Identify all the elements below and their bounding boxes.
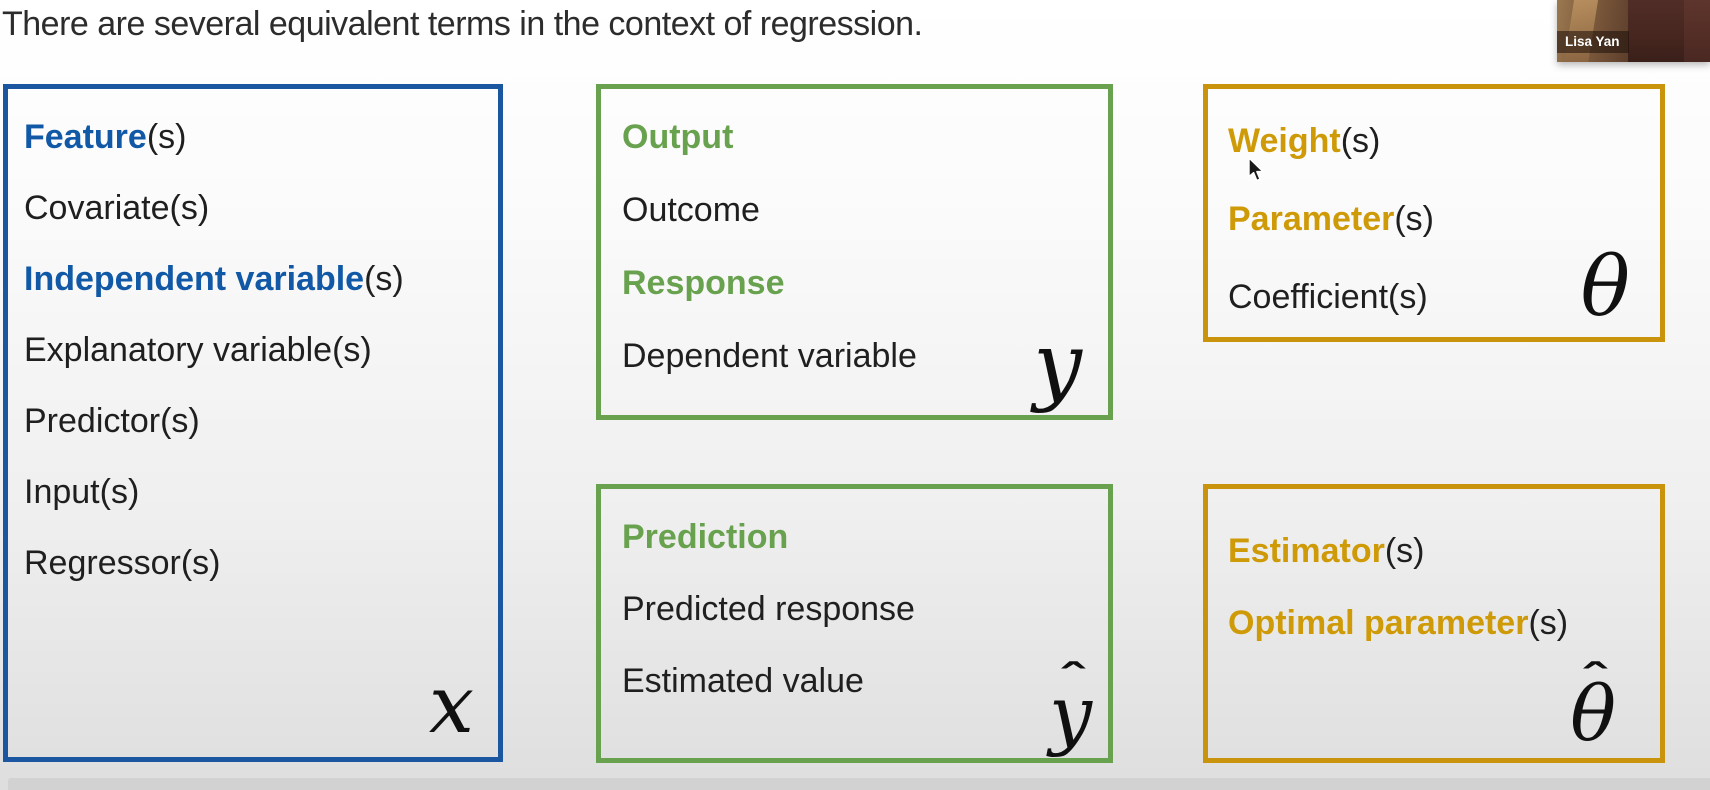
hat-accent: ˆ (1056, 657, 1090, 704)
estimator-terms-list: Estimator (s) Optimal parameter (s) (1228, 515, 1660, 659)
math-x-symbol: ˆx (428, 658, 474, 751)
term-estimator: Estimator (s) (1228, 531, 1425, 570)
math-theta-symbol: ˆθ (1580, 240, 1630, 335)
feature-terms-box: Feature (s) Covariate (s) Independent variab… (3, 84, 503, 762)
term-weight: Weight (s) (1228, 121, 1381, 160)
term-prediction: Prediction (622, 517, 789, 556)
term-explanatory-variable: Explanatory variable (s) (24, 331, 372, 369)
term-parameter: Parameter (s) (1228, 199, 1434, 238)
term-predicted-response: Predicted response (622, 589, 915, 628)
term-regressor: Regressor (s) (24, 544, 221, 582)
term-input: Input (s) (24, 473, 140, 511)
weight-terms-list: Weight (s) Parameter (s) Coefficient (s) (1228, 102, 1660, 336)
bottom-gray-bar (8, 778, 1710, 790)
term-independent-variable: Independent variable (s) (24, 260, 404, 298)
term-feature: Feature (s) (24, 118, 187, 156)
term-estimated-value: Estimated value (622, 661, 864, 700)
math-y-symbol: ˆy (1033, 315, 1082, 415)
term-response: Response (622, 264, 785, 302)
term-outcome: Outcome (622, 191, 760, 229)
webcam-presenter (1628, 0, 1710, 62)
term-optimal-parameter: Optimal parameter (s) (1228, 603, 1569, 642)
prediction-terms-box: Prediction Predicted response Estimated va… (596, 484, 1113, 763)
term-dependent-variable: Dependent variable (622, 337, 917, 375)
weight-terms-box: Weight(s) Parameter(s) Coefficient(s) ˆθ (1203, 84, 1665, 342)
mouse-cursor (1247, 157, 1271, 183)
term-output: Output (622, 118, 734, 156)
term-covariate: Covariate (s) (24, 189, 210, 227)
slide-title: There are several equivalent terms in th… (2, 5, 923, 43)
hat-accent: ˆ (1578, 657, 1613, 704)
prediction-terms-list: Prediction Predicted response Estimated va… (622, 501, 1108, 717)
term-predictor: Predictor (s) (24, 402, 200, 440)
output-terms-list: Output Outcome Response Dependent variable (622, 101, 1108, 393)
feature-terms-list: Feature (s) Covariate (s) Independent variab… (24, 102, 498, 599)
webcam-video-tile[interactable]: Lisa Yan (1557, 0, 1710, 62)
presenter-name-label: Lisa Yan (1557, 31, 1629, 53)
output-terms-box: Output Outcome Response Dependent variable … (596, 84, 1113, 420)
term-coefficient: Coefficient (s) (1228, 277, 1428, 316)
